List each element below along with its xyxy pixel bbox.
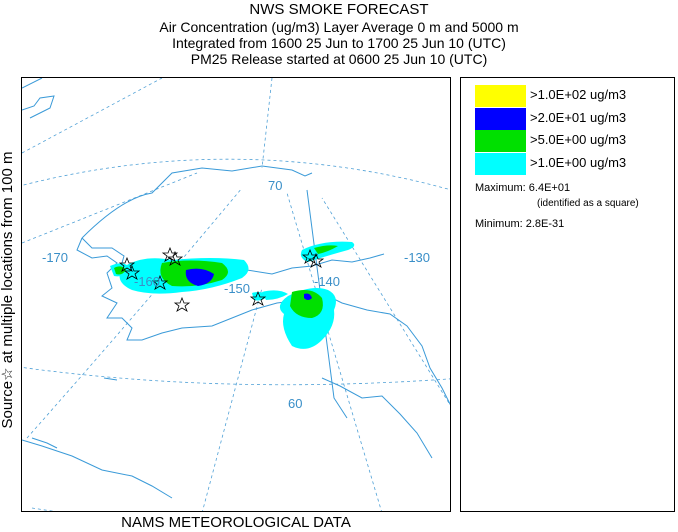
smoke-plume-west xyxy=(110,258,268,301)
smoke-plume-east xyxy=(262,241,355,349)
coast-island-1 xyxy=(31,437,58,449)
label-lat-70: 70 xyxy=(268,178,282,193)
minimum-value: Minimum: 2.8E-31 xyxy=(475,218,565,230)
graticule-lon-160 xyxy=(26,187,243,439)
legend-label: >1.0E+02 ug/m3 xyxy=(530,87,627,102)
map-panel[interactable]: 70 60 -170 -160 -150 -140 -130 xyxy=(21,77,451,512)
subtitle-concentration: Air Concentration (ug/m3) Layer Average … xyxy=(159,19,519,35)
footer-data-source: NAMS METEOROLOGICAL DATA xyxy=(121,514,351,531)
graticule-lat-70 xyxy=(22,158,450,191)
legend-label: >5.0E+00 ug/m3 xyxy=(530,132,627,147)
legend-item-3: >5.0E+00 ug/m3 xyxy=(475,130,665,152)
coastline xyxy=(22,78,450,499)
graticule-top xyxy=(261,78,273,169)
coast-west xyxy=(76,237,450,406)
label-lon-160: -160 xyxy=(134,274,160,289)
legend-label: >2.0E+01 ug/m3 xyxy=(530,110,627,125)
source-star xyxy=(173,296,191,312)
legend-swatch xyxy=(475,153,526,175)
legend-item-4: >1.0E+00 ug/m3 xyxy=(475,153,665,175)
label-lon-170: -170 xyxy=(42,250,68,265)
graticule-lon-180 xyxy=(22,78,163,154)
coast-aleutians xyxy=(22,439,173,499)
legend-panel: >1.0E+02 ug/m3 >2.0E+01 ug/m3 >5.0E+00 u… xyxy=(460,77,675,512)
subtitle-release: PM25 Release started at 0600 25 Jun 10 (… xyxy=(190,51,488,67)
legend-label: >1.0E+00 ug/m3 xyxy=(530,155,627,170)
coast-northslope xyxy=(81,165,313,239)
legend-item-1: >1.0E+02 ug/m3 xyxy=(475,85,665,107)
source-star xyxy=(118,256,136,272)
subtitle-integration: Integrated from 1600 25 Jun to 1700 25 J… xyxy=(172,35,506,51)
graticule-lon-170 xyxy=(22,172,198,244)
graticule-lon-130 xyxy=(321,197,450,406)
graticule-labels: 70 60 -170 -160 -150 -140 -130 xyxy=(42,178,430,411)
graticule-lat-50 xyxy=(31,507,55,511)
coast-chukotka xyxy=(22,95,55,119)
graticule xyxy=(22,78,450,511)
source-label: Source☆ at multiple locations from 100 m xyxy=(0,151,16,429)
map-svg[interactable]: 70 60 -170 -160 -150 -140 -130 xyxy=(22,78,451,512)
coast-panhandle xyxy=(321,377,433,459)
source-star xyxy=(151,274,169,290)
graticule-lon-140 xyxy=(286,192,382,511)
source-star xyxy=(249,290,267,306)
maximum-note: (identified as a square) xyxy=(537,198,639,209)
source-star xyxy=(123,264,141,280)
page-title: NWS SMOKE FORECAST xyxy=(249,1,429,18)
legend-swatch xyxy=(475,130,526,152)
maximum-value: Maximum: 6.4E+01 xyxy=(475,182,571,194)
source-stars xyxy=(118,246,325,312)
source-star xyxy=(166,250,184,266)
coast-island-2 xyxy=(103,377,118,381)
title-block: NWS SMOKE FORECAST Air Concentration (ug… xyxy=(0,0,678,67)
legend-swatch xyxy=(475,108,526,130)
legend-item-2: >2.0E+01 ug/m3 xyxy=(475,108,665,130)
label-lon-140: -140 xyxy=(314,274,340,289)
coast-russia xyxy=(22,78,43,89)
label-lat-60: 60 xyxy=(288,396,302,411)
graticule-lon-150 xyxy=(202,287,263,511)
graticule-lat-60 xyxy=(22,366,450,386)
source-star xyxy=(307,252,325,268)
label-lon-130: -130 xyxy=(404,250,430,265)
label-lon-150: -150 xyxy=(224,281,250,296)
legend-swatch xyxy=(475,85,526,107)
